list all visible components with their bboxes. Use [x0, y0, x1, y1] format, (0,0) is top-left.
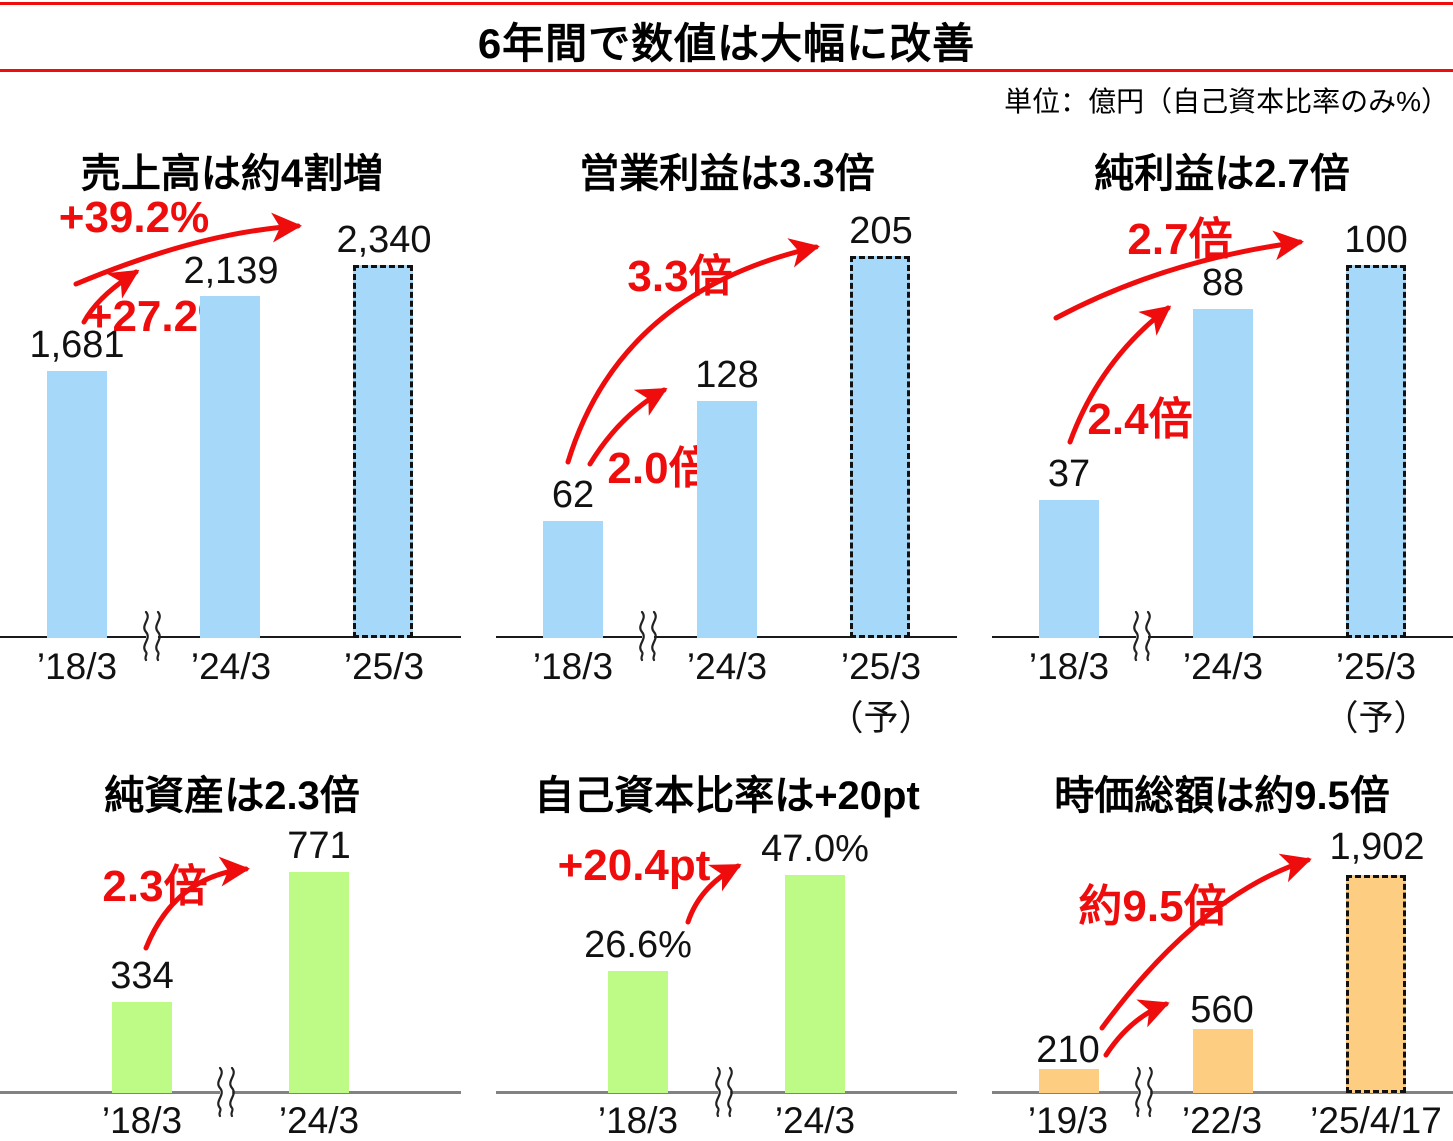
banner-rule-top	[0, 2, 1453, 5]
bar-value-label: 334	[110, 955, 174, 997]
banner-rule-bottom	[0, 69, 1453, 72]
bar	[1193, 1029, 1253, 1093]
growth-annotation: 2.4倍	[1087, 395, 1193, 444]
bar-value-label: 205	[849, 210, 913, 252]
x-axis-label: ’22/3	[1181, 1100, 1263, 1141]
x-axis-label: ’25/3	[343, 646, 425, 687]
chart-title: 純利益は2.7倍	[1094, 152, 1350, 196]
chart-title: 売上高は約4割増	[80, 152, 384, 196]
bar-value-label: 88	[1201, 262, 1245, 304]
x-axis-label: ’24/3	[774, 1100, 856, 1141]
bar-value-label: 560	[1190, 989, 1254, 1031]
chart-title: 時価総額は約9.5倍	[1054, 774, 1390, 818]
bar	[200, 296, 260, 638]
bar-value-label: 37	[1047, 453, 1091, 495]
bar-value-label: 26.6%	[584, 924, 692, 966]
x-axis-label: ’18/3	[597, 1100, 679, 1141]
bar-forecast	[353, 265, 413, 638]
bar-forecast	[850, 256, 910, 638]
growth-annotation: +20.4pt	[557, 841, 711, 890]
x-axis-label: ’25/4/17	[1310, 1100, 1442, 1141]
growth-annotation: 2.7倍	[1127, 215, 1233, 264]
bar	[697, 401, 757, 638]
page-title: 6年間で数値は大幅に改善	[477, 20, 976, 67]
forecast-note: （予）	[828, 699, 934, 738]
bar	[1039, 1069, 1099, 1093]
bar-value-label: 1,902	[1329, 826, 1425, 868]
bar-value-label: 1,681	[29, 324, 125, 366]
bar-value-label: 210	[1036, 1029, 1100, 1071]
bar	[1193, 309, 1253, 638]
x-axis-label: ’24/3	[190, 646, 272, 687]
bar-forecast	[1346, 875, 1406, 1093]
bar	[608, 971, 668, 1093]
bar	[112, 1002, 172, 1093]
bar-value-label: 62	[551, 474, 595, 516]
growth-arrow-icon	[1103, 999, 1170, 1058]
x-axis-label: ’19/3	[1027, 1100, 1109, 1141]
growth-annotation: 2.3倍	[102, 862, 208, 911]
unit-note: 単位：億円（自己資本比率のみ%）	[1004, 86, 1449, 117]
bar-value-label: 47.0%	[761, 828, 869, 870]
chart-title: 自己資本比率は+20pt	[534, 774, 920, 818]
bar	[785, 875, 845, 1093]
bar	[47, 371, 107, 638]
bar-value-label: 128	[695, 354, 759, 396]
bar-value-label: 771	[287, 825, 351, 867]
bar-value-label: 100	[1344, 219, 1408, 261]
bar-forecast	[1346, 265, 1406, 638]
x-axis-label: ’18/3	[1028, 646, 1110, 687]
bar	[289, 872, 349, 1093]
growth-annotation: 3.3倍	[627, 252, 733, 301]
x-axis-label: ’18/3	[101, 1100, 183, 1141]
x-axis-label: ’24/3	[278, 1100, 360, 1141]
growth-annotation: 約9.5倍	[1078, 882, 1228, 931]
chart-title: 営業利益は3.3倍	[579, 152, 875, 196]
bar-value-label: 2,340	[336, 219, 432, 261]
axis-line	[0, 1091, 461, 1094]
axis-line	[496, 1091, 957, 1094]
bar	[543, 521, 603, 638]
x-axis-label: ’18/3	[532, 646, 614, 687]
bar-value-label: 2,139	[183, 250, 279, 292]
chart-title: 純資産は2.3倍	[104, 774, 360, 818]
x-axis-label: ’24/3	[1182, 646, 1264, 687]
bar	[1039, 500, 1099, 638]
forecast-note: （予）	[1323, 699, 1429, 738]
x-axis-label: ’25/3	[1335, 646, 1417, 687]
x-axis-label: ’18/3	[36, 646, 118, 687]
x-axis-label: ’25/3	[840, 646, 922, 687]
growth-annotation: +39.2%	[58, 193, 210, 242]
x-axis-label: ’24/3	[686, 646, 768, 687]
